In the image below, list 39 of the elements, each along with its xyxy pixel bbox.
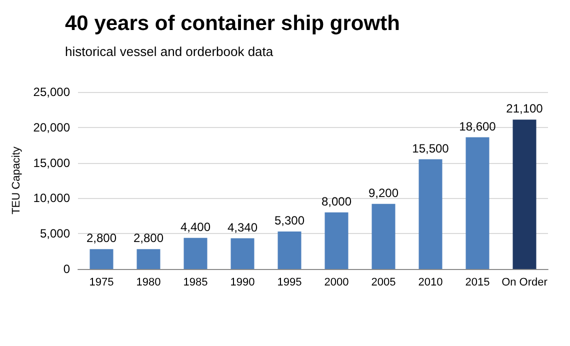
x-tick-label: 2015 bbox=[465, 276, 490, 288]
x-tick-label: 1975 bbox=[89, 276, 114, 288]
y-tick-label: 15,000 bbox=[33, 156, 70, 170]
bar bbox=[278, 231, 302, 269]
x-tick-label: 1990 bbox=[230, 276, 255, 288]
bar bbox=[466, 137, 490, 269]
data-label: 18,600 bbox=[459, 119, 496, 134]
bar bbox=[512, 120, 536, 269]
chart-title: 40 years of container ship growth bbox=[65, 12, 400, 35]
chart-subtitle: historical vessel and orderbook data bbox=[65, 44, 274, 59]
data-label: 15,500 bbox=[412, 141, 450, 156]
x-tick-label: 1995 bbox=[277, 276, 302, 288]
bar bbox=[136, 249, 160, 269]
x-tick-label: On Order bbox=[502, 276, 548, 288]
data-label: 2,800 bbox=[133, 231, 164, 246]
data-label: 21,100 bbox=[506, 102, 544, 116]
data-label: 9,200 bbox=[368, 186, 399, 200]
x-tick-label: 2005 bbox=[371, 276, 396, 288]
x-tick-label: 2010 bbox=[418, 276, 443, 288]
data-label: 2,800 bbox=[86, 231, 117, 246]
y-tick-label: 10,000 bbox=[33, 191, 70, 206]
data-label: 8,000 bbox=[321, 194, 352, 208]
bar bbox=[90, 249, 114, 269]
bar bbox=[184, 238, 208, 269]
y-tick-label: 20,000 bbox=[33, 120, 70, 134]
data-label: 4,400 bbox=[180, 220, 211, 234]
y-tick-label: 0 bbox=[63, 262, 70, 276]
x-tick-label: 2000 bbox=[324, 276, 349, 288]
data-label: 4,340 bbox=[227, 220, 258, 234]
bar bbox=[372, 204, 396, 269]
bar bbox=[230, 238, 254, 269]
bar bbox=[418, 159, 442, 269]
x-tick-label: 1980 bbox=[136, 276, 161, 288]
y-tick-label: 25,000 bbox=[33, 85, 70, 99]
x-tick-label: 1985 bbox=[183, 276, 208, 288]
bar bbox=[324, 212, 348, 269]
data-label: 5,300 bbox=[274, 213, 305, 228]
y-axis-title: TEU Capacity bbox=[10, 146, 22, 214]
y-tick-label: 5,000 bbox=[40, 226, 70, 241]
